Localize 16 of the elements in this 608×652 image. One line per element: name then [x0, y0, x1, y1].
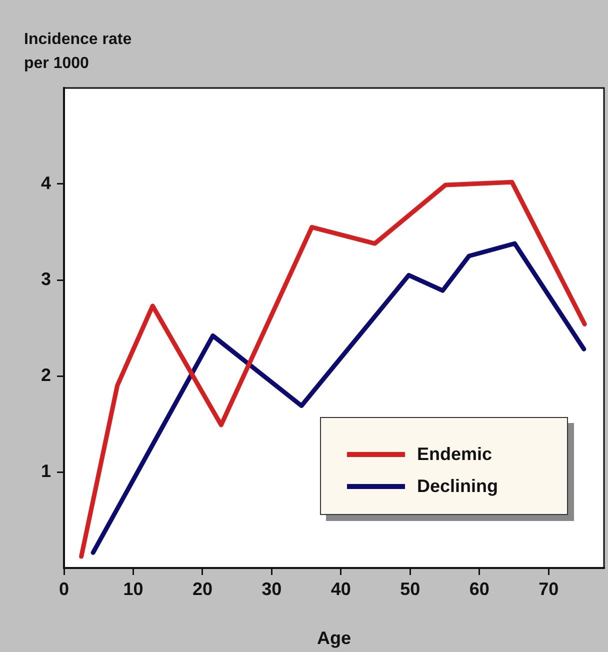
- y-tick-label: 1: [40, 460, 51, 481]
- y-tick-label: 4: [40, 172, 51, 193]
- y-axis-title: Incidence rate per 1000: [24, 30, 132, 74]
- legend-label: Endemic: [417, 444, 492, 464]
- x-axis-title: Age: [316, 628, 352, 648]
- x-tick-label: 60: [469, 578, 490, 599]
- x-tick-label: 0: [58, 578, 70, 599]
- x-tick-label: 20: [192, 578, 212, 599]
- legend-label: Declining: [417, 476, 498, 496]
- x-tick-label: 40: [330, 578, 351, 599]
- x-tick-label: 30: [262, 578, 282, 599]
- x-tick-label: 70: [538, 578, 559, 599]
- y-tick-label: 2: [40, 364, 51, 385]
- x-tick-label: 10: [123, 578, 144, 599]
- x-tick-label: 50: [400, 578, 420, 599]
- y-tick-label: 3: [40, 268, 51, 289]
